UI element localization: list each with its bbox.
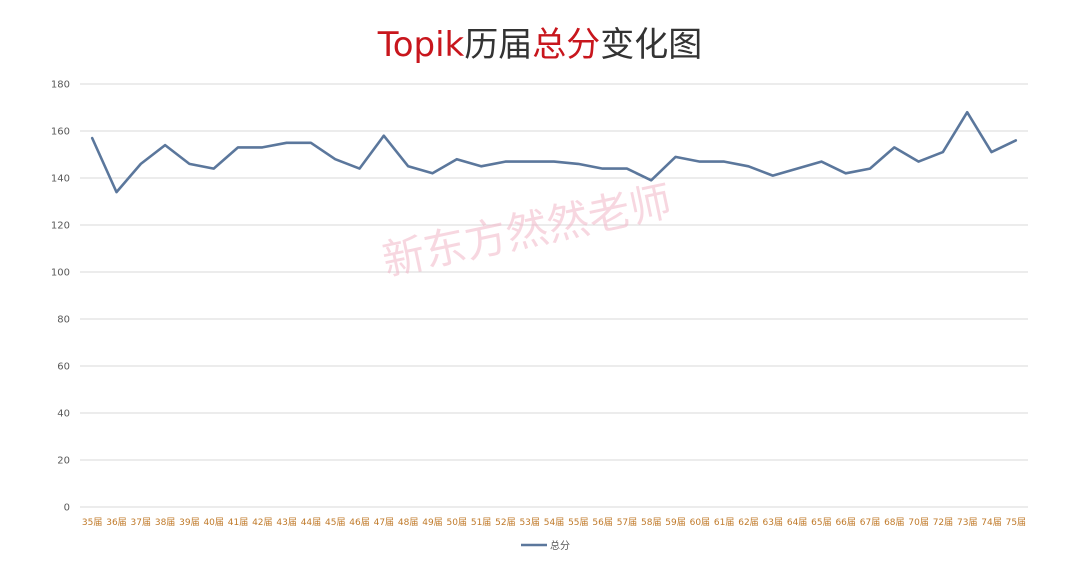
x-tick-label: 51届 — [471, 517, 491, 528]
x-tick-label: 62届 — [738, 517, 758, 528]
x-tick-label: 37届 — [131, 517, 151, 528]
x-tick-label: 66届 — [835, 517, 855, 528]
x-tick-label: 59届 — [665, 517, 685, 528]
x-tick-label: 44届 — [301, 517, 321, 528]
x-tick-label: 53届 — [519, 517, 539, 528]
x-tick-label: 74届 — [981, 517, 1001, 528]
x-tick-label: 63届 — [763, 517, 783, 528]
title-part-3: 变化图 — [600, 25, 702, 65]
y-tick-label: 140 — [51, 174, 70, 185]
series-line-total-score — [90, 110, 1018, 194]
chart-title: Topik历届总分变化图 — [377, 25, 703, 65]
legend: 总分 — [521, 539, 570, 552]
y-tick-label: 180 — [51, 80, 70, 91]
y-axis-ticks: 0 20 40 60 80 100 120 140 160 180 — [51, 80, 70, 514]
x-tick-label: 64届 — [787, 517, 807, 528]
x-tick-label: 46届 — [349, 517, 369, 528]
x-tick-label: 54届 — [544, 517, 564, 528]
x-tick-label: 49届 — [422, 517, 442, 528]
x-tick-label: 38届 — [155, 517, 175, 528]
y-tick-label: 160 — [51, 127, 70, 138]
y-tick-label: 0 — [64, 503, 70, 514]
watermark-text: 新东方然然老师 — [378, 176, 676, 285]
x-tick-label: 43届 — [276, 517, 296, 528]
x-tick-label: 40届 — [203, 517, 223, 528]
title-part-1: 历届 — [464, 25, 532, 65]
y-tick-label: 120 — [51, 221, 70, 232]
y-tick-label: 20 — [57, 456, 70, 467]
x-tick-label: 50届 — [447, 517, 467, 528]
x-tick-label: 45届 — [325, 517, 345, 528]
x-tick-label: 42届 — [252, 517, 272, 528]
y-tick-label: 80 — [57, 315, 70, 326]
gridlines — [80, 83, 1028, 508]
x-tick-label: 39届 — [179, 517, 199, 528]
legend-label: 总分 — [550, 539, 570, 552]
x-tick-label: 67届 — [860, 517, 880, 528]
y-tick-label: 100 — [51, 268, 70, 279]
y-tick-label: 60 — [57, 362, 70, 373]
x-tick-label: 61届 — [714, 517, 734, 528]
x-tick-label: 72届 — [933, 517, 953, 528]
x-tick-label: 65届 — [811, 517, 831, 528]
x-tick-label: 36届 — [106, 517, 126, 528]
x-tick-label: 60届 — [690, 517, 710, 528]
x-tick-label: 41届 — [228, 517, 248, 528]
x-tick-label: 47届 — [374, 517, 394, 528]
title-part-0: Topik — [377, 25, 465, 65]
x-tick-label: 58届 — [641, 517, 661, 528]
x-tick-label: 70届 — [908, 517, 928, 528]
y-tick-label: 40 — [57, 409, 70, 420]
x-tick-label: 48届 — [398, 517, 418, 528]
x-tick-label: 57届 — [617, 517, 637, 528]
x-axis-ticks: 35届 36届 37届 38届 39届 40届 41届 42届 43届 44届 45届 46届 47届 4… — [82, 517, 1026, 528]
x-tick-label: 56届 — [592, 517, 612, 528]
x-tick-label: 75届 — [1006, 517, 1026, 528]
x-tick-label: 55届 — [568, 517, 588, 528]
x-tick-label: 73届 — [957, 517, 977, 528]
x-tick-label: 35届 — [82, 517, 102, 528]
x-tick-label: 68届 — [884, 517, 904, 528]
x-tick-label: 52届 — [495, 517, 515, 528]
title-part-2: 总分 — [532, 25, 600, 65]
